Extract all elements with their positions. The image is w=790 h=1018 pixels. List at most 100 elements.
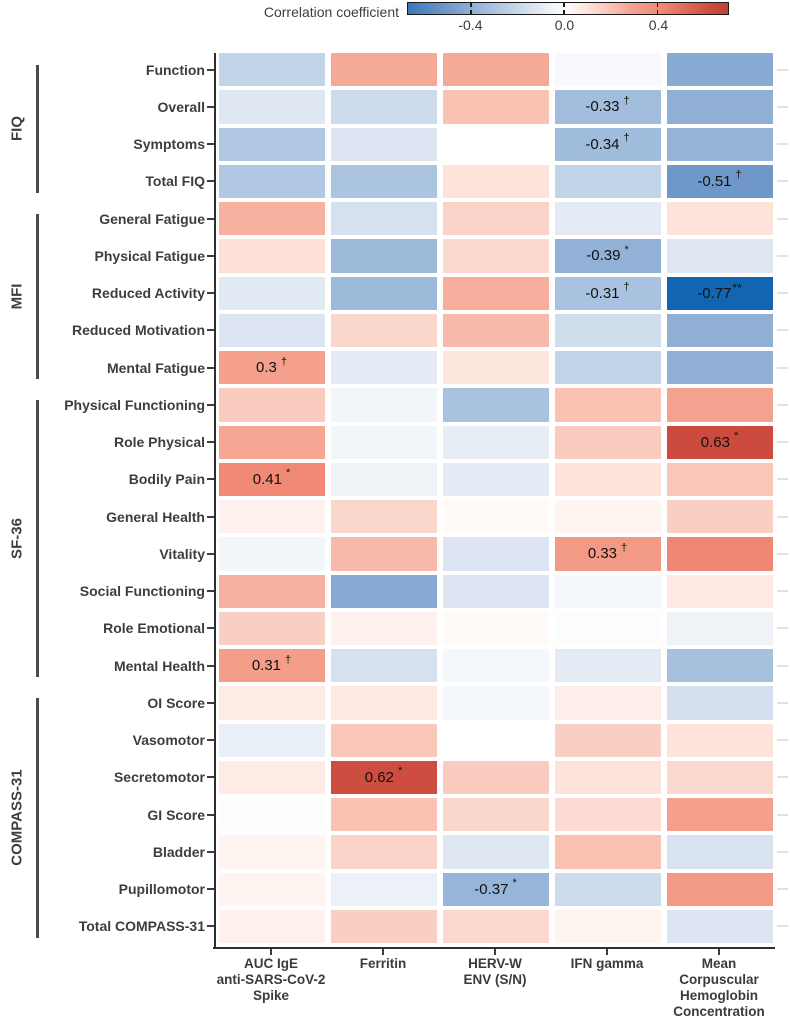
row-tick-right — [777, 292, 788, 295]
row-tick-right — [777, 403, 788, 406]
heatmap-cell — [218, 425, 325, 459]
column-tick — [606, 949, 608, 955]
heatmap-cell — [218, 164, 325, 199]
heatmap-cell — [442, 127, 549, 161]
column-tick — [718, 949, 720, 955]
cell-annotation: -0.33 † — [555, 90, 661, 123]
row-label: Social Functioning — [79, 583, 205, 600]
heatmap-cell — [218, 537, 325, 571]
row-tick-left — [207, 850, 214, 853]
cell-annotation: -0.77 ** — [667, 277, 773, 310]
heatmap-cell — [330, 500, 437, 534]
heatmap-cell — [442, 723, 549, 757]
heatmap-cell — [554, 500, 661, 534]
cell-annotation: 0.63 * — [667, 426, 773, 459]
row-tick-left — [207, 888, 214, 891]
row-label: Total FIQ — [145, 173, 205, 190]
row-tick-left — [207, 664, 214, 667]
significance-marker: † — [285, 653, 292, 666]
colorbar-tick — [470, 3, 472, 7]
heatmap-cell — [666, 723, 773, 757]
heatmap-cell — [218, 313, 325, 348]
heatmap-cell — [554, 90, 661, 124]
row-label: Pupillomotor — [118, 881, 205, 898]
cell-annotation: -0.31 † — [555, 277, 661, 310]
row-tick-right — [777, 366, 788, 369]
row-tick-left — [207, 217, 214, 220]
heatmap-cell — [666, 351, 773, 385]
group-bracket — [36, 65, 39, 194]
colorbar-tick — [563, 3, 565, 7]
row-tick-right — [777, 552, 788, 555]
group-label: SF-36 — [8, 517, 26, 559]
heatmap-cell — [330, 276, 437, 310]
colorbar-tick-label: 0.4 — [648, 17, 669, 33]
heatmap-cell — [554, 537, 661, 571]
colorbar-title: Correlation coefficient — [263, 4, 399, 20]
heatmap-cell — [554, 388, 661, 422]
annotation-value: -0.77 — [697, 284, 732, 302]
heatmap-cell — [218, 239, 325, 273]
row-tick-left — [207, 515, 214, 518]
significance-marker: † — [623, 281, 630, 294]
cell-annotation: -0.34 † — [555, 128, 661, 161]
heatmap-cell — [330, 760, 437, 795]
heatmap-cell — [442, 90, 549, 124]
heatmap-cell — [218, 388, 325, 422]
heatmap-cell — [666, 127, 773, 161]
row-tick-right — [777, 888, 788, 891]
annotation-value: -0.33 — [585, 98, 620, 116]
row-tick-left — [207, 441, 214, 444]
heatmap-cell — [218, 500, 325, 534]
colorbar-tick — [563, 10, 565, 14]
column-label: AUC IgE anti-SARS-CoV-2 Spike — [216, 956, 326, 1003]
row-tick-right — [777, 68, 788, 71]
heatmap-cell — [666, 462, 773, 497]
column-tick — [270, 949, 272, 955]
heatmap-cell — [442, 909, 549, 944]
row-tick-right — [777, 105, 788, 108]
heatmap-cell — [554, 686, 661, 720]
heatmap-cell — [330, 537, 437, 571]
annotation-value: 0.41 — [252, 470, 282, 488]
row-label: Function — [145, 61, 205, 78]
heatmap-cell — [330, 425, 437, 459]
annotation-value: 0.3 — [256, 359, 277, 377]
colorbar-tick — [656, 3, 659, 7]
heatmap-cell — [666, 909, 773, 944]
heatmap-cell — [666, 202, 773, 236]
heatmap-cell — [442, 686, 549, 720]
row-label: OI Score — [147, 694, 205, 711]
heatmap-cell — [330, 388, 437, 422]
heatmap-cell — [218, 574, 325, 608]
row-label: GI Score — [147, 806, 205, 823]
annotation-value: -0.51 — [697, 172, 732, 190]
heatmap-cell — [442, 388, 549, 422]
heatmap-cell — [330, 872, 437, 906]
heatmap-cell — [666, 388, 773, 422]
annotation-value: 0.33 — [587, 545, 618, 563]
heatmap-cell — [554, 202, 661, 236]
heatmap-cell — [330, 649, 437, 683]
cell-annotation: 0.31 † — [219, 649, 325, 682]
significance-marker: ** — [732, 281, 742, 296]
heatmap-cell — [666, 425, 773, 459]
heatmap-cell — [218, 798, 325, 832]
row-tick-right — [777, 664, 788, 667]
heatmap-cell — [666, 574, 773, 608]
heatmap-cell — [442, 164, 549, 199]
row-tick-left — [207, 478, 214, 481]
group-bracket — [36, 698, 39, 939]
heatmap-cell — [330, 351, 437, 385]
heatmap-cell — [666, 611, 773, 646]
row-tick-right — [777, 590, 788, 593]
heatmap-cell — [330, 239, 437, 273]
heatmap-cell — [554, 164, 661, 199]
heatmap-cell — [554, 835, 661, 869]
row-tick-left — [207, 105, 214, 108]
heatmap-cell — [218, 53, 325, 87]
column-label: Ferritin — [359, 956, 407, 971]
heatmap-cell — [666, 686, 773, 720]
heatmap-cell — [666, 798, 773, 832]
